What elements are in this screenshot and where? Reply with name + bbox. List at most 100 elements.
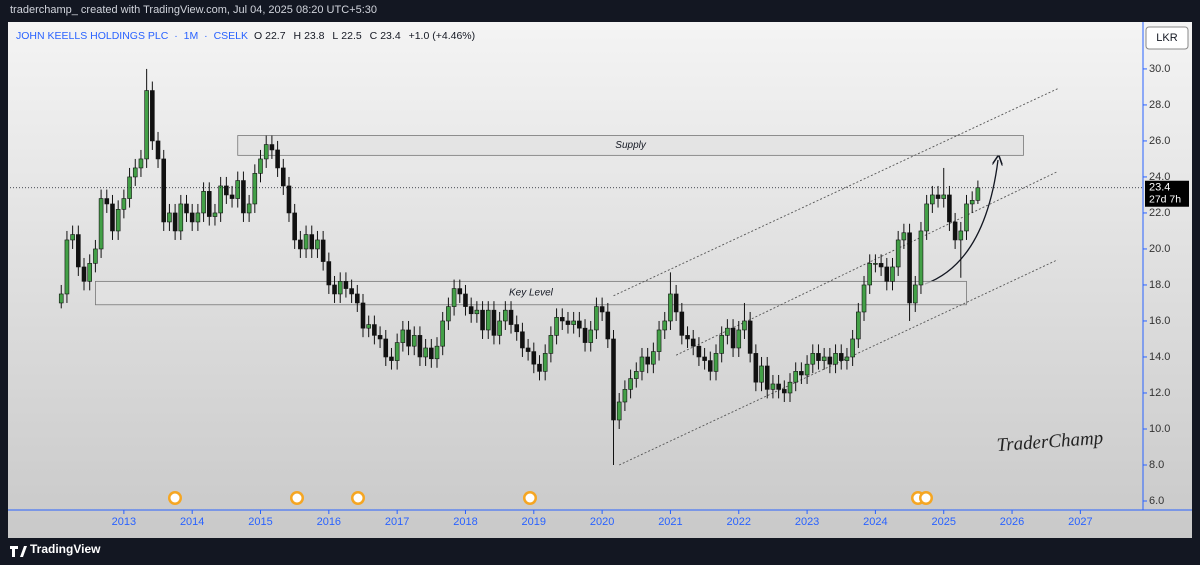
y-tick-label: 18.0	[1149, 279, 1170, 291]
candle-body	[793, 371, 798, 383]
candle-body	[639, 356, 645, 372]
footer-brand: TradingView	[30, 542, 101, 556]
header: traderchamp_ created with TradingView.co…	[10, 4, 377, 16]
candle-body	[873, 263, 878, 265]
y-tick-label: 22.0	[1149, 207, 1170, 219]
y-tick-label: 10.0	[1149, 423, 1170, 435]
candle-body	[884, 266, 890, 282]
candle-body	[434, 345, 440, 360]
candle-body	[736, 329, 742, 349]
candle-body	[383, 338, 389, 358]
y-tick-label: 26.0	[1149, 135, 1170, 147]
candle-body	[514, 324, 520, 333]
zone-label: Key Level	[509, 288, 554, 299]
candle-body	[326, 261, 332, 286]
candle-body	[799, 371, 804, 376]
candle-body	[702, 356, 707, 361]
candle-body	[463, 293, 468, 307]
zone-label: Supply	[615, 140, 647, 151]
candle-body	[633, 371, 639, 379]
candle-body	[924, 203, 929, 232]
candle-body	[457, 288, 463, 295]
x-tick-label: 2025	[931, 516, 955, 528]
ohlc-value: 22.5	[341, 30, 362, 42]
candle-body	[155, 140, 161, 160]
candle-body	[850, 338, 855, 358]
candle-body	[725, 327, 730, 336]
dividend-icons	[168, 491, 933, 505]
candle-body	[503, 309, 508, 322]
candle-body	[719, 335, 724, 354]
candle-body	[867, 263, 873, 286]
x-tick-label: 2026	[1000, 516, 1024, 528]
candle-body	[912, 284, 918, 304]
last-price-box	[1145, 180, 1189, 207]
candle-body	[224, 185, 229, 196]
candle-body	[70, 234, 75, 241]
candle-body	[708, 360, 713, 372]
candle-body	[930, 194, 935, 205]
candle-body	[947, 194, 952, 223]
x-tick-label: 2024	[863, 516, 887, 528]
candle-body	[263, 144, 269, 160]
candle-body	[258, 158, 263, 174]
separator: ·	[204, 30, 208, 42]
candle-body	[366, 324, 371, 329]
exchange: CSELK	[213, 30, 249, 42]
candle-body	[172, 212, 178, 232]
candle-body	[212, 212, 218, 217]
candle-body	[838, 353, 844, 361]
candle-body	[696, 345, 702, 358]
candle-body	[485, 309, 491, 331]
candle-body	[918, 230, 924, 286]
candle-body	[309, 234, 315, 250]
candle-body	[349, 288, 354, 295]
candle-body	[816, 353, 821, 361]
candle-body	[115, 209, 121, 232]
candle-body	[685, 335, 690, 340]
candle-body	[833, 353, 838, 365]
candle-body	[616, 401, 622, 421]
candle-body	[901, 232, 907, 241]
dividend-icon-inner	[525, 493, 535, 503]
candle-body	[411, 335, 417, 347]
candle-body	[355, 293, 360, 304]
x-tick-label: 2018	[453, 516, 477, 528]
candle-body	[537, 363, 542, 372]
candle-body	[941, 194, 947, 199]
candle-body	[417, 335, 423, 358]
candle-body	[93, 248, 98, 264]
candle-body	[969, 200, 975, 205]
candle-body	[821, 356, 827, 361]
candle-body	[292, 212, 297, 241]
trend-line	[613, 88, 1058, 297]
x-tick-label: 2027	[1068, 516, 1092, 528]
candle-body	[298, 239, 303, 250]
candle-body	[890, 266, 895, 282]
x-tick-label: 2023	[795, 516, 819, 528]
ohlc-value: 23.4	[380, 30, 401, 42]
candle-body	[138, 158, 144, 169]
candle-body	[280, 167, 286, 187]
trend-line	[619, 259, 1058, 466]
candle-body	[491, 309, 497, 336]
y-tick-label: 6.0	[1149, 495, 1164, 507]
candle-body	[87, 263, 93, 282]
candle-body	[861, 284, 867, 313]
candle-body	[508, 309, 514, 325]
y-tick-label: 8.0	[1149, 459, 1164, 471]
candle-body	[64, 239, 70, 295]
candle-body	[622, 389, 628, 403]
candle-body	[337, 281, 343, 295]
candle-body	[446, 306, 451, 322]
ohlc-prefix: L	[332, 30, 339, 42]
y-tick-label: 28.0	[1149, 99, 1170, 111]
candle-body	[315, 239, 320, 250]
plot-background	[8, 22, 1192, 538]
candle-body	[747, 320, 753, 354]
candle-body	[377, 335, 383, 340]
zone	[95, 280, 967, 306]
y-tick-label: 20.0	[1149, 243, 1170, 255]
